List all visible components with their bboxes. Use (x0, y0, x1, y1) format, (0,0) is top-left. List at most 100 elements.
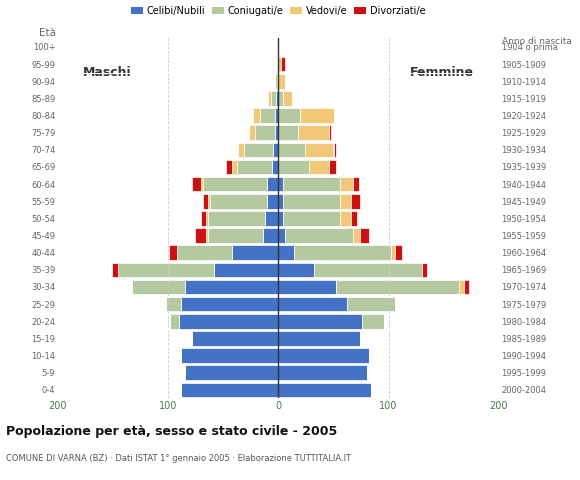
Text: Anno di nascita: Anno di nascita (502, 36, 571, 46)
Bar (260, 108, 275, 123)
Bar (206, 211, 208, 226)
Bar (273, 143, 278, 157)
Bar (201, 211, 206, 226)
Bar (195, 228, 206, 243)
Bar (255, 125, 275, 140)
Bar (204, 194, 208, 208)
Bar (278, 331, 360, 346)
Bar (210, 194, 267, 208)
Bar (277, 74, 278, 88)
Bar (278, 297, 347, 312)
Bar (278, 383, 371, 397)
Bar (329, 160, 336, 174)
Bar (169, 245, 177, 260)
Bar (298, 125, 329, 140)
Bar (362, 314, 384, 328)
Bar (271, 91, 276, 106)
Bar (278, 365, 367, 380)
Bar (226, 160, 232, 174)
Bar (244, 143, 273, 157)
Bar (353, 228, 360, 243)
Bar (283, 91, 292, 106)
Bar (237, 160, 272, 174)
Bar (351, 211, 357, 226)
Bar (278, 91, 283, 106)
Bar (263, 228, 278, 243)
Bar (232, 160, 237, 174)
Text: Età: Età (39, 28, 56, 38)
Bar (278, 125, 298, 140)
Bar (283, 177, 340, 192)
Bar (182, 348, 278, 363)
Bar (177, 245, 232, 260)
Bar (204, 177, 267, 192)
Bar (193, 177, 201, 192)
Bar (294, 245, 391, 260)
Bar (340, 194, 351, 208)
Bar (278, 211, 283, 226)
Bar (329, 125, 331, 140)
Text: Femmine: Femmine (409, 66, 473, 79)
Bar (305, 143, 334, 157)
Bar (249, 125, 255, 140)
Bar (267, 177, 278, 192)
Text: COMUNE DI VARNA (BZ) · Dati ISTAT 1° gennaio 2005 · Elaborazione TUTTITALIA.IT: COMUNE DI VARNA (BZ) · Dati ISTAT 1° gen… (6, 454, 351, 463)
Bar (278, 263, 314, 277)
Bar (340, 177, 353, 192)
Bar (193, 331, 278, 346)
Bar (238, 143, 244, 157)
Bar (275, 125, 278, 140)
Bar (285, 228, 353, 243)
Bar (272, 160, 278, 174)
Bar (278, 57, 281, 72)
Bar (208, 211, 265, 226)
Bar (278, 348, 369, 363)
Text: Maschi: Maschi (84, 66, 132, 79)
Bar (351, 194, 360, 208)
Bar (166, 297, 182, 312)
Bar (278, 177, 283, 192)
Bar (206, 228, 208, 243)
Bar (276, 91, 278, 106)
Bar (422, 263, 427, 277)
Bar (208, 194, 210, 208)
Bar (278, 245, 294, 260)
Bar (314, 263, 422, 277)
Bar (184, 280, 278, 294)
Bar (269, 91, 271, 106)
Bar (353, 177, 359, 192)
Bar (182, 297, 278, 312)
Bar (283, 194, 340, 208)
Bar (118, 263, 215, 277)
Text: Popolazione per età, sesso e stato civile - 2005: Popolazione per età, sesso e stato civil… (6, 425, 337, 438)
Bar (182, 383, 278, 397)
Bar (283, 211, 340, 226)
Bar (278, 160, 309, 174)
Bar (347, 297, 395, 312)
Bar (208, 228, 263, 243)
Bar (253, 108, 260, 123)
Bar (277, 57, 278, 72)
Bar (300, 108, 333, 123)
Bar (278, 194, 283, 208)
Bar (278, 108, 300, 123)
Bar (171, 314, 179, 328)
Bar (309, 160, 329, 174)
Bar (215, 263, 278, 277)
Bar (278, 314, 362, 328)
Bar (281, 57, 285, 72)
Bar (391, 245, 395, 260)
Bar (340, 211, 351, 226)
Bar (278, 74, 285, 88)
Bar (459, 280, 463, 294)
Bar (360, 228, 369, 243)
Bar (278, 228, 285, 243)
Bar (201, 177, 204, 192)
Bar (275, 74, 277, 88)
Legend: Celibi/Nubili, Coniugati/e, Vedovi/e, Divorziati/e: Celibi/Nubili, Coniugati/e, Vedovi/e, Di… (128, 2, 429, 20)
Bar (278, 143, 305, 157)
Bar (112, 263, 118, 277)
Bar (267, 194, 278, 208)
Bar (232, 245, 278, 260)
Bar (179, 314, 278, 328)
